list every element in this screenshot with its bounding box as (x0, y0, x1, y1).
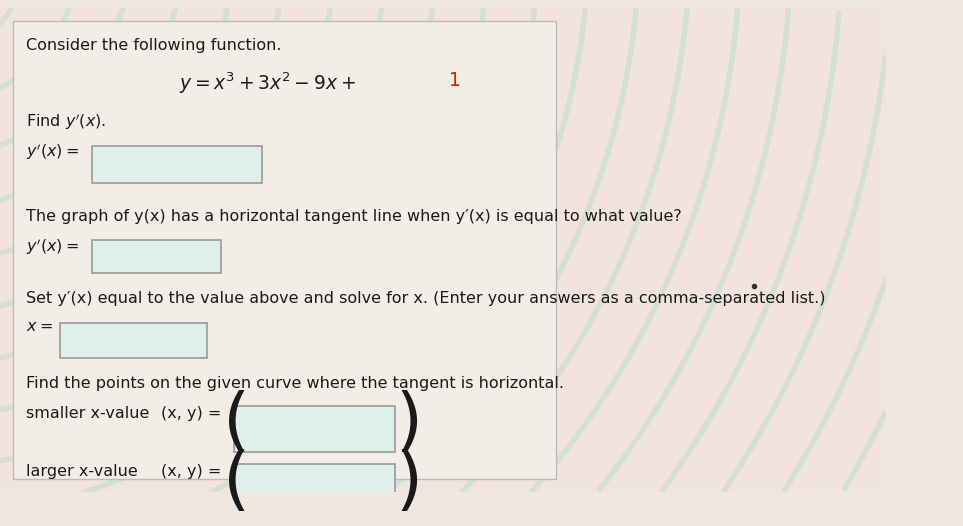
Text: smaller x-value: smaller x-value (26, 406, 149, 421)
Text: ): ) (396, 449, 423, 517)
Text: (x, y) =: (x, y) = (161, 406, 221, 421)
Text: The graph of y(x) has a horizontal tangent line when y′(x) is equal to what valu: The graph of y(x) has a horizontal tange… (26, 209, 682, 224)
Text: $y'(x) =$: $y'(x) =$ (26, 236, 79, 257)
Text: larger x-value: larger x-value (26, 464, 138, 479)
Text: Find $y'(x)$.: Find $y'(x)$. (26, 112, 106, 133)
FancyBboxPatch shape (92, 240, 221, 273)
Text: Set y′(x) equal to the value above and solve for x. (Enter your answers as a com: Set y′(x) equal to the value above and s… (26, 290, 825, 306)
Text: $x =$: $x =$ (26, 319, 53, 334)
FancyBboxPatch shape (234, 464, 395, 510)
FancyBboxPatch shape (13, 21, 556, 479)
FancyBboxPatch shape (60, 323, 207, 358)
Text: $y = x^3 + 3x^2 - 9x + $: $y = x^3 + 3x^2 - 9x + $ (179, 70, 356, 96)
Text: ): ) (396, 390, 423, 458)
Text: Find the points on the given curve where the tangent is horizontal.: Find the points on the given curve where… (26, 376, 563, 391)
FancyBboxPatch shape (92, 146, 262, 183)
FancyBboxPatch shape (234, 406, 395, 451)
Text: Consider the following function.: Consider the following function. (26, 37, 281, 53)
Text: (: ( (222, 449, 249, 517)
Text: 1: 1 (449, 70, 460, 90)
Text: (: ( (222, 390, 249, 458)
Text: $y'(x) =$: $y'(x) =$ (26, 141, 79, 162)
Text: (x, y) =: (x, y) = (161, 464, 221, 479)
